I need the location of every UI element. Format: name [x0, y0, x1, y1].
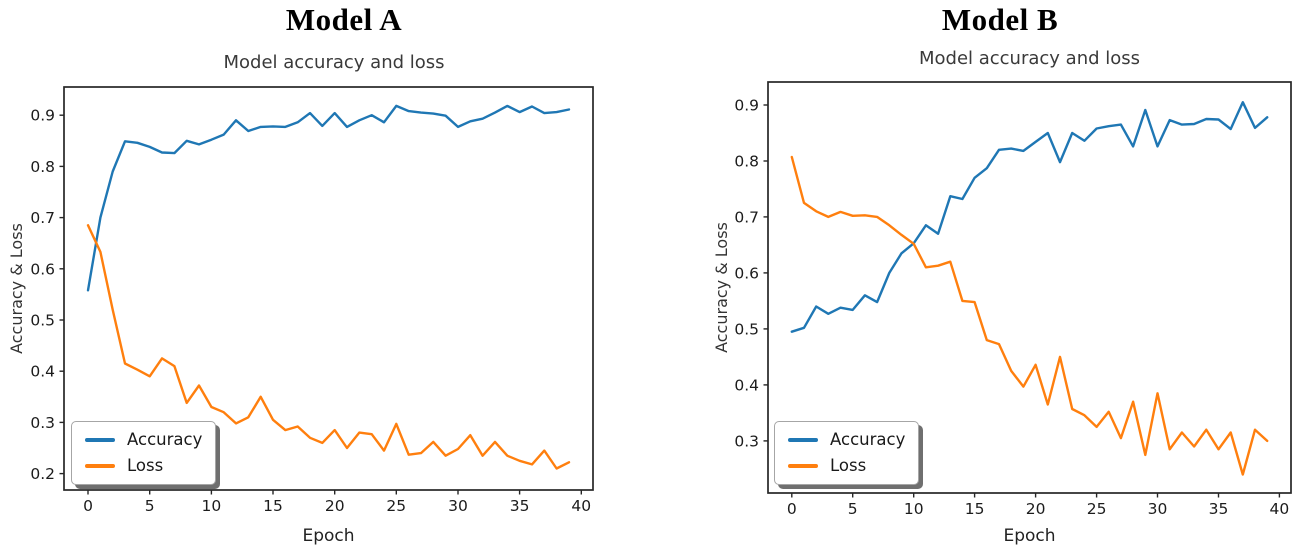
- figure-model-b: 0 5 10 15 20 25 30 35 40 0.3 0.4 0.5 0.6 0.7 0.8 0.9 Mo…: [650, 0, 1300, 558]
- loss-line: [86, 224, 571, 470]
- legend: Accuracy Loss: [71, 421, 217, 485]
- y-tick-label: 0.2: [30, 465, 55, 483]
- legend-label-accuracy: Accuracy: [127, 430, 203, 449]
- axes-title: Model accuracy and loss: [223, 52, 445, 73]
- y-tick-label: 0.5: [734, 320, 759, 338]
- y-axis-label-wrap: Accuracy & Loss: [3, 87, 29, 490]
- x-tick-label: 20: [325, 497, 345, 515]
- x-tick-label: 15: [965, 500, 985, 518]
- axes-title: Model accuracy and loss: [918, 48, 1141, 69]
- x-tick-label: 25: [1087, 500, 1107, 518]
- y-tick-label: 0.3: [734, 432, 759, 450]
- y-tick-label: 0.9: [30, 107, 55, 125]
- y-tick-label: 0.8: [30, 158, 55, 176]
- y-tick-label: 0.7: [30, 209, 55, 227]
- legend-entry-loss: Loss: [85, 457, 202, 475]
- x-tick-label: 35: [1209, 500, 1229, 518]
- legend-label-loss: Loss: [127, 456, 164, 475]
- y-axis-label: Accuracy & Loss: [6, 223, 26, 354]
- x-tick-label: 10: [904, 500, 924, 518]
- x-tick-label: 40: [1270, 500, 1290, 518]
- y-tick-label: 0.4: [30, 363, 55, 381]
- legend-label-accuracy: Accuracy: [830, 430, 906, 449]
- loss-line: [790, 155, 1269, 476]
- x-tick-label: 0: [83, 497, 93, 515]
- loss-line-swatch: [85, 464, 115, 468]
- x-tick-label: 35: [510, 497, 530, 515]
- model-b-plot-area: 0 5 10 15 20 25 30 35 40 0.3 0.4 0.5 0.6 0.7 0.8 0.9: [734, 81, 1292, 518]
- x-tick-label: 20: [1026, 500, 1046, 518]
- legend-entry-accuracy: Accuracy: [85, 431, 202, 449]
- y-tick-label: 0.3: [30, 414, 55, 432]
- y-tick-label: 0.7: [734, 208, 759, 226]
- accuracy-line: [790, 100, 1269, 333]
- figure-title-model-a: Model A: [285, 2, 403, 37]
- y-tick-label: 0.6: [734, 264, 759, 282]
- legend-label-loss: Loss: [830, 456, 867, 475]
- y-tick-label: 0.8: [734, 153, 759, 171]
- accuracy-line-swatch: [788, 438, 818, 442]
- x-tick-label: 30: [448, 497, 468, 515]
- y-axis-label-wrap: Accuracy & Loss: [708, 82, 734, 493]
- y-tick-label: 0.4: [734, 376, 759, 394]
- y-tick-label: 0.6: [30, 260, 55, 278]
- legend-entry-accuracy: Accuracy: [788, 431, 905, 449]
- x-tick-label: 25: [386, 497, 406, 515]
- x-tick-label: 40: [571, 497, 591, 515]
- x-tick-label: 10: [202, 497, 222, 515]
- loss-line-swatch: [788, 464, 818, 468]
- figure-model-a: 0 5 10 15 20 25 30 35 40 0.2 0.3 0.4 0.5 0.6 0.7 0.8 0.9…: [3, 2, 594, 546]
- accuracy-line-swatch: [85, 438, 115, 442]
- x-axis-label: Epoch: [1003, 526, 1056, 546]
- x-tick-label: 30: [1148, 500, 1168, 518]
- y-tick-label: 0.5: [30, 312, 55, 330]
- x-tick-label: 5: [848, 500, 858, 518]
- legend-entry-loss: Loss: [788, 457, 905, 475]
- y-tick-label: 0.9: [734, 97, 759, 115]
- y-axis-label: Accuracy & Loss: [711, 222, 731, 353]
- x-axis-label: Epoch: [302, 526, 355, 546]
- legend: Accuracy Loss: [774, 421, 920, 485]
- figure-title-model-b: Model B: [941, 2, 1059, 37]
- x-tick-label: 5: [145, 497, 155, 515]
- x-tick-label: 15: [263, 497, 283, 515]
- accuracy-line: [86, 104, 571, 292]
- x-tick-label: 0: [787, 500, 797, 518]
